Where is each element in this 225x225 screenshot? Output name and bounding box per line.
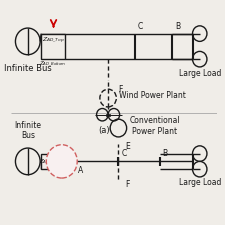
Text: Infinite
Bus: Infinite Bus (14, 121, 41, 140)
Text: Large Load: Large Load (179, 178, 221, 187)
Text: $Z_{AD\_Top}$: $Z_{AD\_Top}$ (42, 35, 65, 45)
Bar (41, 34, 65, 59)
Text: (a): (a) (98, 126, 110, 135)
Text: Conventional
Power Plant: Conventional Power Plant (130, 116, 180, 135)
Text: C: C (122, 149, 127, 158)
Bar (41, 154, 65, 169)
Text: F: F (126, 180, 130, 189)
Text: $Z_{AD\_Bottom}$: $Z_{AD\_Bottom}$ (39, 157, 67, 166)
Text: E: E (126, 142, 130, 151)
Bar (106, 114, 110, 116)
Text: $Z_{AD\_Bottom}$: $Z_{AD\_Bottom}$ (39, 59, 67, 68)
Text: D: D (52, 166, 58, 175)
Text: Large Load: Large Load (179, 69, 221, 78)
Text: B: B (163, 149, 168, 158)
Text: Path is
opened: Path is opened (50, 156, 74, 167)
Text: C: C (138, 22, 143, 32)
Text: F: F (118, 85, 123, 94)
Text: Wind Power Plant: Wind Power Plant (119, 91, 186, 100)
Circle shape (46, 145, 77, 178)
Text: B: B (175, 22, 180, 32)
Text: A: A (78, 166, 83, 175)
Text: Infinite Bus: Infinite Bus (4, 64, 52, 73)
